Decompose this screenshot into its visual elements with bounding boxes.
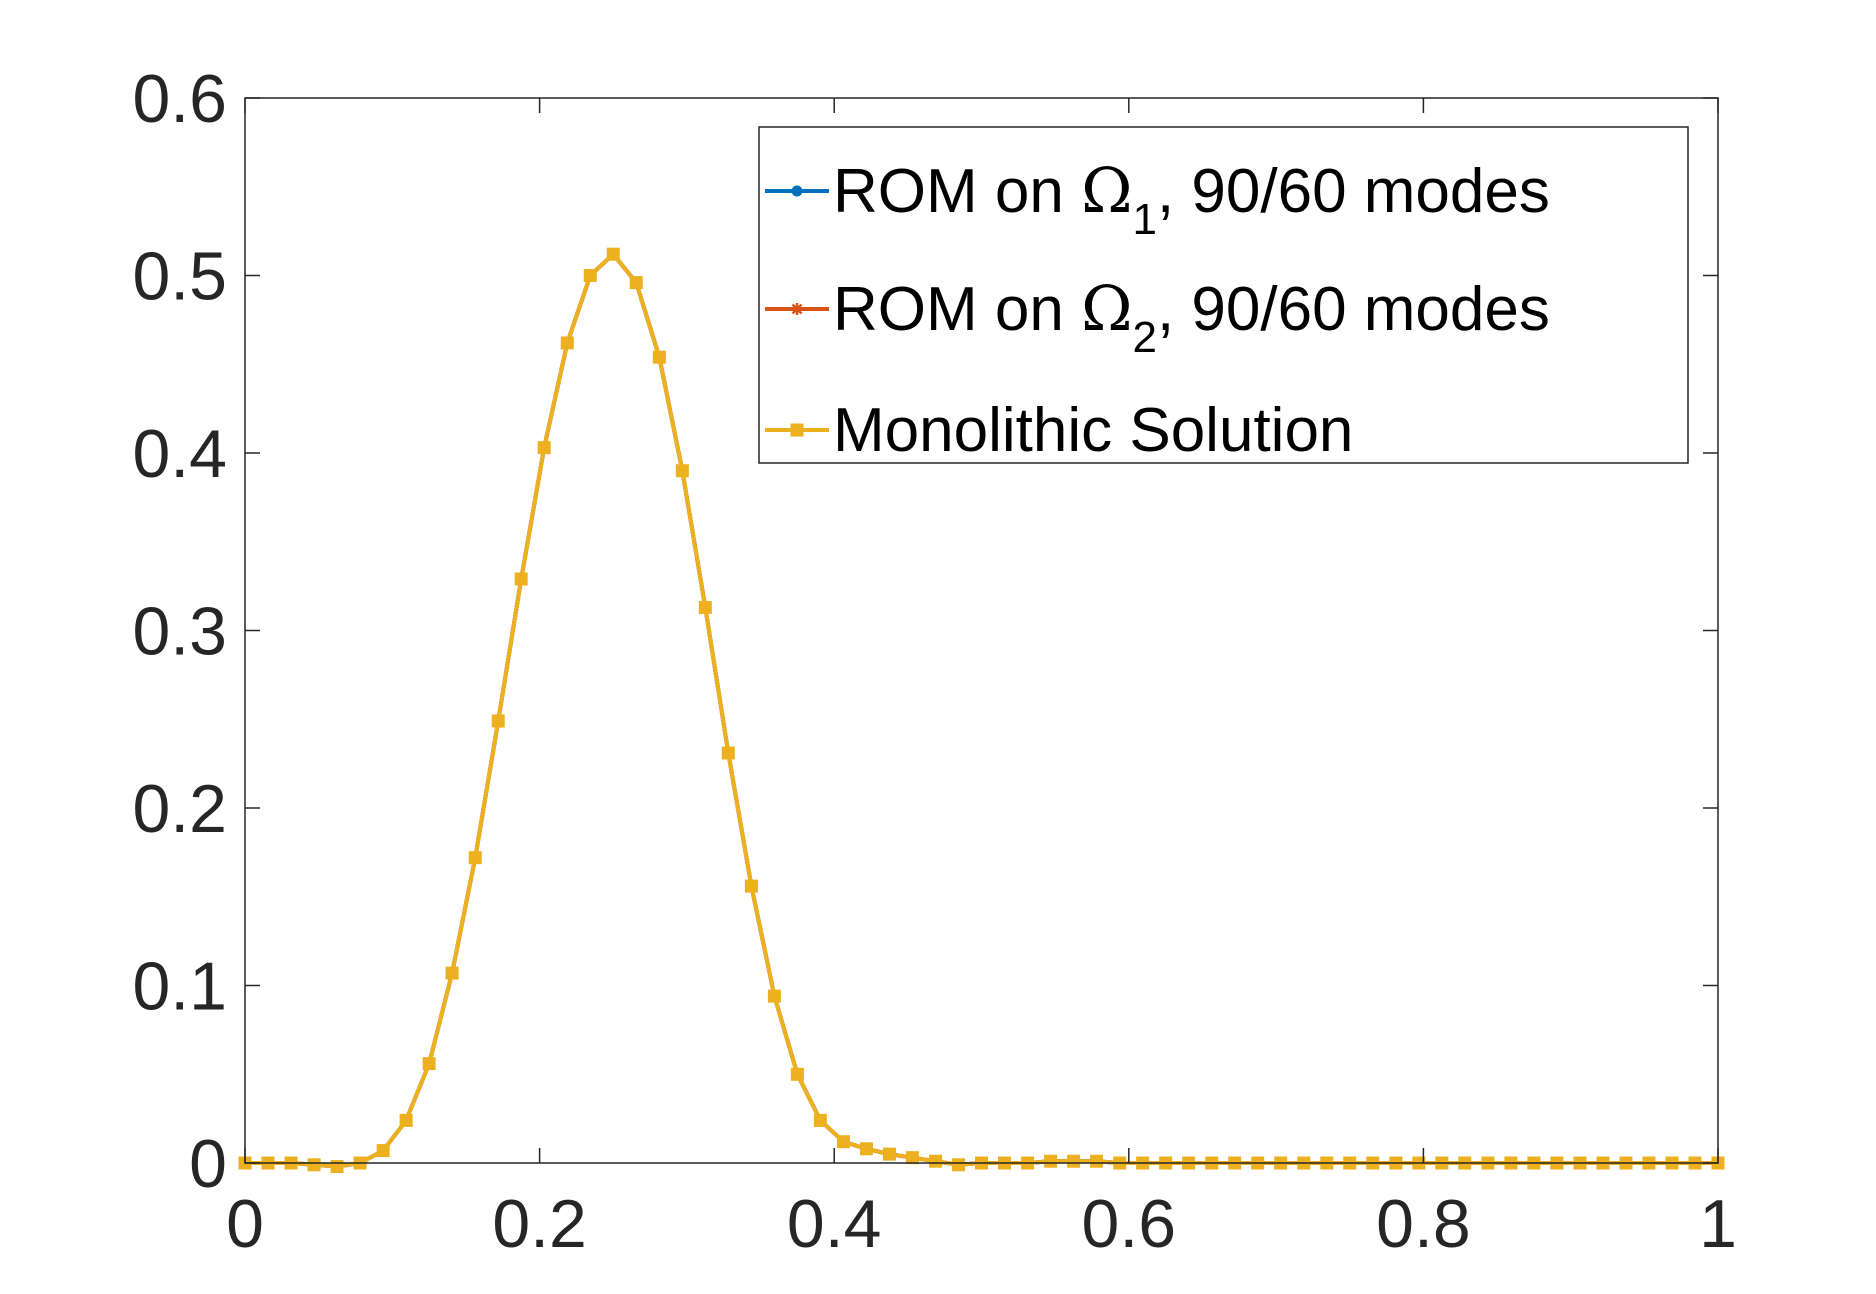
series-3-point [560,336,574,350]
series-3-point [629,276,643,290]
ticks-layer [244,97,1719,1164]
y-tick-label: 0.1 [132,949,227,1025]
x-tick-label: 0.6 [1082,1186,1177,1262]
legend-label-main: ROM on [833,275,1081,344]
legend-label: ROM on Ω1, 90/60 modes [833,154,1550,244]
series-3-point [422,1057,436,1071]
series-3-point [652,350,666,364]
series-3-point [307,1158,321,1172]
y-tick-label: 0.6 [132,61,227,137]
tick-labels-layer: 0 0.2 0.4 0.6 0.8 1 0 0.1 0.2 0.3 0.4 0.5 0.6 [132,61,1736,1262]
legend-label-sub: 2 [1132,313,1156,362]
y-tick-label: 0.2 [132,771,227,847]
legend-label: ROM on Ω2, 90/60 modes [833,272,1550,362]
series-3-point [767,989,781,1003]
series-3-point [514,572,528,586]
series-3-point [952,1158,966,1172]
y-tick-label: 0 [189,1126,227,1202]
legend-label-greek: Ω [1081,154,1132,227]
x-tick-label: 0.2 [492,1186,587,1262]
series-3-point [744,879,758,893]
series-3-point [790,1067,804,1081]
y-tick-label: 0.5 [132,239,227,315]
series-3-point [1067,1154,1081,1168]
series-3-point [836,1135,850,1149]
series-3-point [376,1144,390,1158]
y-tick-label: 0.4 [132,416,227,492]
y-tick-label: 0.3 [132,594,227,670]
legend-entry-3: Monolithic Solution [765,396,1353,465]
series-3-point [537,441,551,455]
legend-label-rest: , 90/60 modes [1157,157,1550,226]
series-3-point [905,1151,919,1165]
legend-label-greek: Ω [1081,272,1132,345]
series-3-point [882,1147,896,1161]
legend-label-main: Monolithic Solution [833,396,1353,465]
legend-swatch-marker [791,185,803,197]
series-3-point [675,464,689,478]
legend-box [758,126,1689,464]
series-3-point [1090,1154,1104,1168]
x-tick-label: 0 [226,1186,264,1262]
x-tick-label: 1 [1699,1186,1737,1262]
series-3-point [929,1154,943,1168]
series-3-point [721,746,735,760]
series-3-point [698,600,712,614]
legend-label-rest: , 90/60 modes [1157,275,1550,344]
legend-label-sub: 1 [1132,195,1156,244]
x-tick-label: 0.4 [787,1186,882,1262]
series-3-point [468,851,482,865]
series-3-point [445,966,459,980]
series-3-point [491,714,505,728]
x-tick-label: 0.8 [1376,1186,1471,1262]
legend-label-main: ROM on [833,157,1081,226]
legend-swatch-marker [790,423,804,437]
series-3-point [583,269,597,282]
series-3-point [1044,1154,1058,1168]
series-3-point [813,1113,827,1127]
legend-entry-1: ROM on Ω1, 90/60 modes [765,154,1550,244]
legend-entry-2: ROM on Ω2, 90/60 modes [765,272,1550,362]
series-3-point [606,247,620,261]
series-3-point [399,1113,413,1127]
legend-label: Monolithic Solution [833,396,1353,465]
legend-swatch-marker [791,303,803,315]
series-3-point [859,1142,873,1156]
